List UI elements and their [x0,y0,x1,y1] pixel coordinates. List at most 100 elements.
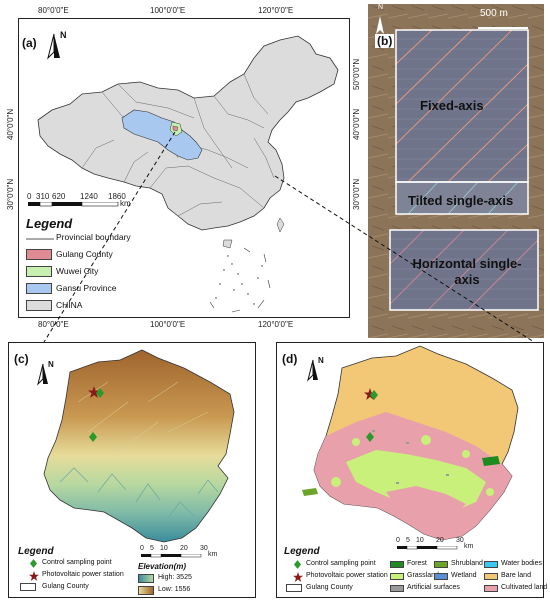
gulang-county-swatch [286,584,302,592]
north-label: N [60,30,67,40]
scale-label: 30 [456,537,464,544]
scale-bar [28,202,119,207]
elevation-low-swatch [138,586,154,595]
north-arrow-icon [37,363,48,386]
legend-label: Wetland [451,572,477,579]
legend-label: Photovoltaic power station [42,571,124,578]
panel-c-frame [8,342,256,598]
wuwei-city-swatch [26,266,52,277]
gulang-county-swatch [20,583,36,591]
panel-d-frame [276,342,544,598]
region-label-fixed-axis: Fixed-axis [420,98,484,113]
scale-label: 20 [180,545,188,552]
panel-b-scale-label: 500 m [480,8,508,19]
legend-label: Wuwei City [56,266,99,276]
scale-label: 620 [52,192,66,201]
water-bodies-swatch [484,561,498,568]
panel-a-legend-title: Legend [26,216,73,231]
panel-b-satellite [368,4,544,338]
photovoltaic-station-icon [29,571,39,581]
scale-unit: km [208,551,218,558]
legend-label: Bare land [501,572,531,579]
legend-label: Gulang County [56,249,113,259]
cultivated-land-swatch [484,585,498,592]
control-sampling-point-icon [294,560,301,569]
panel-a-top-tick: 100°0'0"E [150,6,186,15]
landcover-map [302,345,519,541]
north-label: N [318,356,324,365]
legend-label: CHINA [56,300,83,310]
legend-label: Control sampling point [42,559,112,566]
panel-a-bottom-tick: 80°0'0"E [38,320,69,329]
panel-a-bottom-tick: 120°0'0"E [258,320,294,329]
legend-label: Cultivated land [501,584,548,591]
panel-a-label: (a) [22,36,37,50]
scale-bar [141,554,202,558]
legend-label: Forest [407,560,427,567]
region-label-tilted: Tilted single-axis [408,193,514,208]
gulang-county-swatch [26,249,52,260]
china-map [37,35,339,313]
legend-label: Artificial surfaces [407,584,460,591]
north-arrow-icon [47,33,60,60]
legend-label: Provincial boundary [56,232,131,242]
bare-land-swatch [484,573,498,580]
scale-label: 10 [416,537,424,544]
provincial-boundary-swatch [26,238,54,240]
photovoltaic-station-icon [293,572,303,582]
forest-swatch [390,561,404,568]
scale-label: 20 [436,537,444,544]
artificial-surfaces-swatch [390,585,404,592]
north-arrow-icon [307,359,318,382]
photovoltaic-station-icon [88,386,100,398]
scale-unit: km [464,543,474,550]
legend-label: Water bodies [501,560,542,567]
elevation-title: Elevation(m) [138,562,187,571]
scale-label: 1240 [80,192,98,201]
control-sampling-point-icon [96,388,104,398]
legend-label: Control sampling point [306,560,376,567]
scale-label: 30 [200,545,208,552]
panel-a-frame [18,18,350,318]
elevation-map [43,349,235,543]
panel-d-legend-title: Legend [284,546,320,557]
control-sampling-point-icon [370,390,378,400]
panel-c-label: (c) [14,352,29,366]
panel-a-bottom-tick: 100°0'0"E [150,320,186,329]
elevation-low: Low: 1556 [158,586,191,593]
scale-label: 0 [396,537,400,544]
legend-label: Gansu Province [56,283,117,293]
panel-d-label: (d) [282,352,298,366]
scale-label: 310 [36,192,50,201]
shrubland-swatch [434,561,448,568]
scale-label: 5 [406,537,410,544]
control-sampling-point-icon [30,559,37,568]
region-label-horizontal: Horizontal single-axis [412,256,522,287]
panel-a-top-tick: 120°0'0"E [258,6,294,15]
scale-bar [397,546,458,550]
panel-b-label: (b) [375,34,395,48]
wetland-swatch [434,573,448,580]
panel-c-legend-title: Legend [18,546,54,557]
panel-b-north-label: N [378,4,384,11]
legend-label: Gulang County [306,584,353,591]
legend-label: Gulang County [42,583,89,590]
legend-label: Photovoltaic power station [306,572,388,579]
scale-label: 0 [140,545,144,552]
scale-unit: km [120,199,131,208]
elevation-high-swatch [138,574,154,583]
gansu-province-swatch [26,283,52,294]
control-sampling-point-icon [366,432,374,442]
scale-label: 5 [150,545,154,552]
china-swatch [26,300,52,311]
grassland-swatch [390,573,404,580]
scale-label: 1860 [108,192,126,201]
legend-label: Grassland [407,572,439,579]
scale-label: 10 [160,545,168,552]
photovoltaic-station-icon [364,388,376,400]
north-label: N [48,360,54,369]
elevation-high: High: 3525 [158,574,192,581]
scale-label: 0 [27,192,32,201]
control-sampling-point-icon [89,432,97,442]
